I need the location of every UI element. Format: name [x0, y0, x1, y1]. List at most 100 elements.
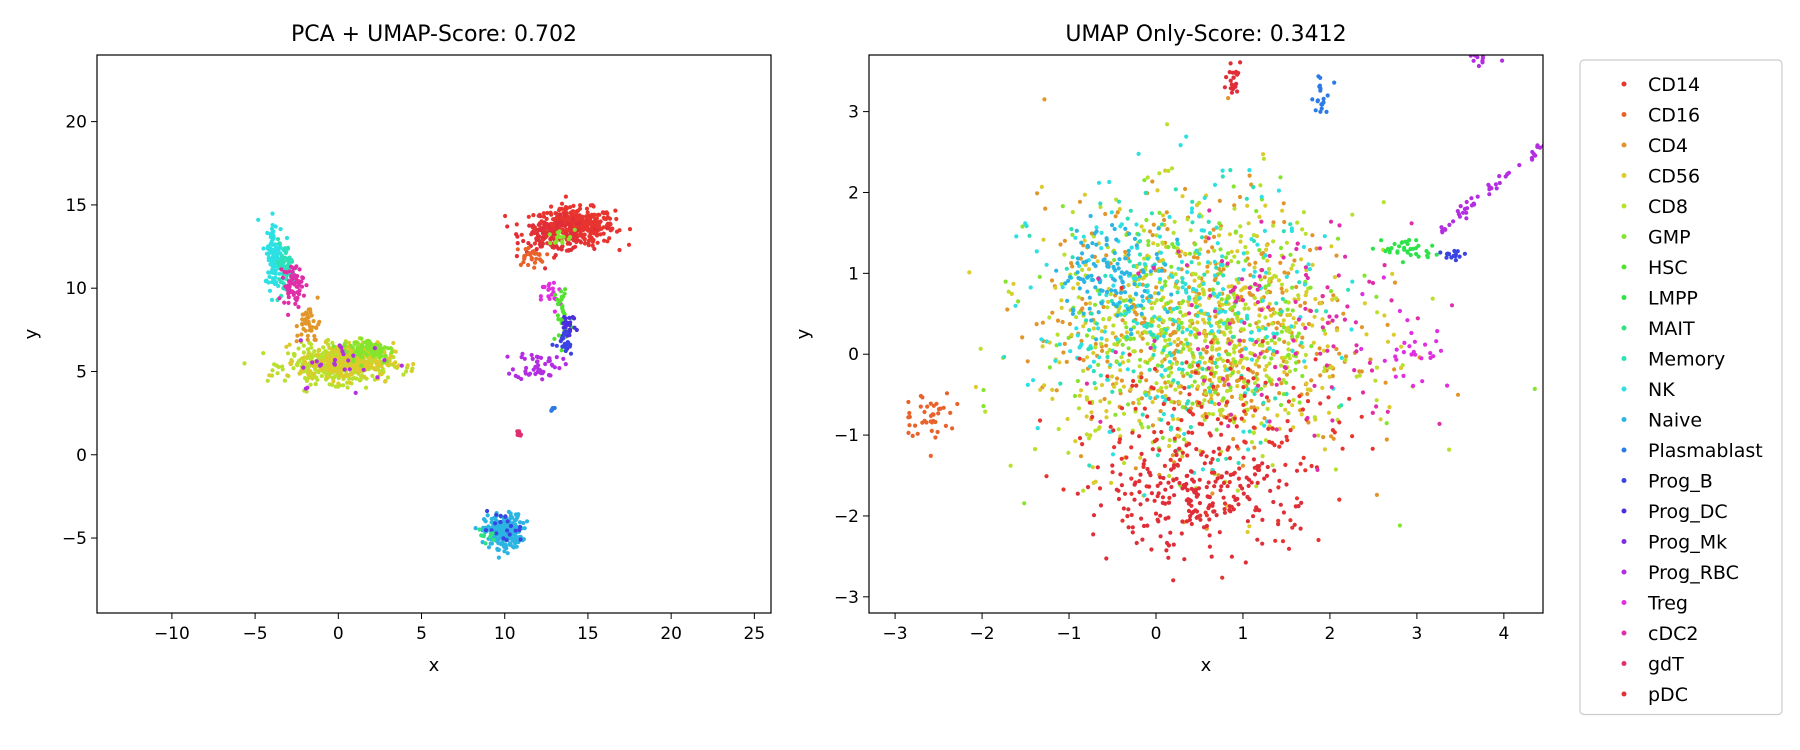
data-point-memory: [1190, 220, 1195, 225]
data-point-cd14: [1251, 425, 1256, 430]
left-plot-frame: [96, 54, 772, 614]
data-point-nk: [1200, 467, 1205, 472]
data-point-cd8: [1241, 379, 1247, 384]
right-y-tick-label: 0: [848, 345, 859, 365]
data-point-pdc: [1198, 517, 1203, 522]
legend-label-cd14: CD14: [1648, 74, 1700, 96]
data-point-treg: [546, 294, 551, 299]
data-point-cd56: [377, 360, 382, 365]
data-point-cd56: [1039, 184, 1044, 189]
data-point-cd56: [1391, 332, 1396, 337]
data-point-treg: [549, 292, 554, 297]
data-point-gmp: [1286, 352, 1291, 357]
data-point-cd14: [1154, 437, 1159, 442]
right-x-axis-label: x: [1201, 655, 1212, 676]
data-point-cd8: [1202, 398, 1207, 403]
data-point-nk: [1241, 251, 1246, 256]
data-point-cd56: [1209, 393, 1214, 398]
data-point-nk: [1247, 168, 1252, 173]
data-point-memory: [1274, 331, 1280, 336]
data-point-memory: [1145, 283, 1150, 288]
data-point-pdc: [1245, 519, 1250, 524]
data-point-cd8: [1312, 415, 1317, 420]
left-x-axis-label: x: [429, 655, 440, 676]
data-point-cdc2: [1277, 377, 1282, 382]
data-point-memory: [1087, 327, 1092, 333]
data-point-cd8: [1270, 463, 1275, 468]
data-point-gmp: [1072, 393, 1078, 399]
data-point-cd8: [1225, 388, 1230, 394]
data-point-cd16: [918, 404, 923, 409]
data-point-memory: [1186, 385, 1191, 390]
data-point-cd14: [1187, 392, 1192, 397]
data-point-memory: [1288, 222, 1293, 227]
data-point-cdc2: [301, 293, 306, 298]
data-point-plasmablast: [1319, 106, 1324, 111]
data-point-cd56: [1135, 330, 1140, 335]
data-point-cd8: [1374, 365, 1379, 370]
data-point-cdc2: [1449, 303, 1455, 308]
data-point-gmp: [1075, 378, 1080, 384]
data-point-cdc2: [1330, 318, 1335, 323]
data-point-cd14: [1303, 468, 1308, 473]
data-point-pdc: [1116, 496, 1122, 502]
data-point-pdc: [1251, 514, 1256, 519]
data-point-pdc: [1145, 497, 1150, 502]
data-point-nk: [1034, 249, 1039, 254]
data-point-pdc: [544, 230, 549, 235]
data-point-prog_b: [498, 519, 503, 525]
legend-marker-gdt: [1621, 661, 1627, 666]
data-point-cd8: [404, 369, 409, 374]
data-point-gmp: [1131, 325, 1136, 330]
data-point-cdc2: [1389, 298, 1394, 303]
data-point-naive: [496, 555, 501, 560]
data-point-cd56: [388, 354, 393, 359]
data-point-cd8: [1239, 327, 1244, 332]
data-point-cd14: [590, 239, 596, 244]
data-point-cd14: [1330, 428, 1335, 433]
left-x-tick-label: 25: [744, 624, 766, 644]
data-point-cd56: [379, 372, 384, 377]
data-point-prog_rbc: [505, 354, 510, 359]
data-point-nk: [276, 283, 281, 289]
data-point-cd8: [1098, 341, 1104, 346]
data-point-nk: [1289, 324, 1294, 329]
data-point-cd8: [1111, 323, 1116, 328]
data-point-cd14: [1161, 401, 1166, 407]
data-point-cd8: [1163, 338, 1168, 343]
data-point-naive: [1138, 303, 1144, 308]
data-point-nk: [1260, 298, 1265, 303]
data-point-gmp: [1126, 402, 1131, 407]
data-point-pdc: [526, 241, 531, 246]
data-point-cd8: [1303, 352, 1308, 358]
data-point-pdc: [1238, 483, 1243, 488]
right-y-tick-label: 3: [848, 103, 859, 123]
data-point-pdc: [1249, 480, 1254, 485]
data-point-gmp: [1169, 264, 1174, 269]
data-point-naive: [1080, 251, 1085, 256]
data-point-pdc: [539, 244, 545, 249]
data-point-cd56: [1103, 325, 1108, 330]
data-point-cd56: [1385, 339, 1391, 344]
data-point-cd4: [1281, 201, 1286, 206]
data-point-cd8: [1154, 233, 1159, 238]
data-point-naive: [1114, 237, 1119, 242]
data-point-cd8: [1245, 250, 1250, 255]
data-point-gmp: [1277, 337, 1282, 342]
data-point-nk: [1107, 179, 1112, 185]
data-point-cd14: [585, 210, 590, 215]
data-point-nk: [1105, 377, 1110, 382]
data-point-cd14: [514, 222, 519, 227]
data-point-cd8: [1081, 488, 1086, 493]
data-point-cd14: [1186, 430, 1191, 435]
data-point-cd8: [1217, 378, 1222, 383]
data-point-cd8: [1157, 280, 1162, 285]
data-point-pdc: [1271, 499, 1276, 505]
data-point-cd8: [1132, 349, 1137, 354]
data-point-pdc: [1224, 75, 1229, 80]
data-point-cd14: [1077, 356, 1082, 361]
data-point-memory: [1206, 219, 1211, 224]
data-point-nk: [1155, 394, 1160, 399]
data-point-cd56: [1209, 368, 1214, 373]
data-point-prog_b: [1462, 251, 1467, 256]
